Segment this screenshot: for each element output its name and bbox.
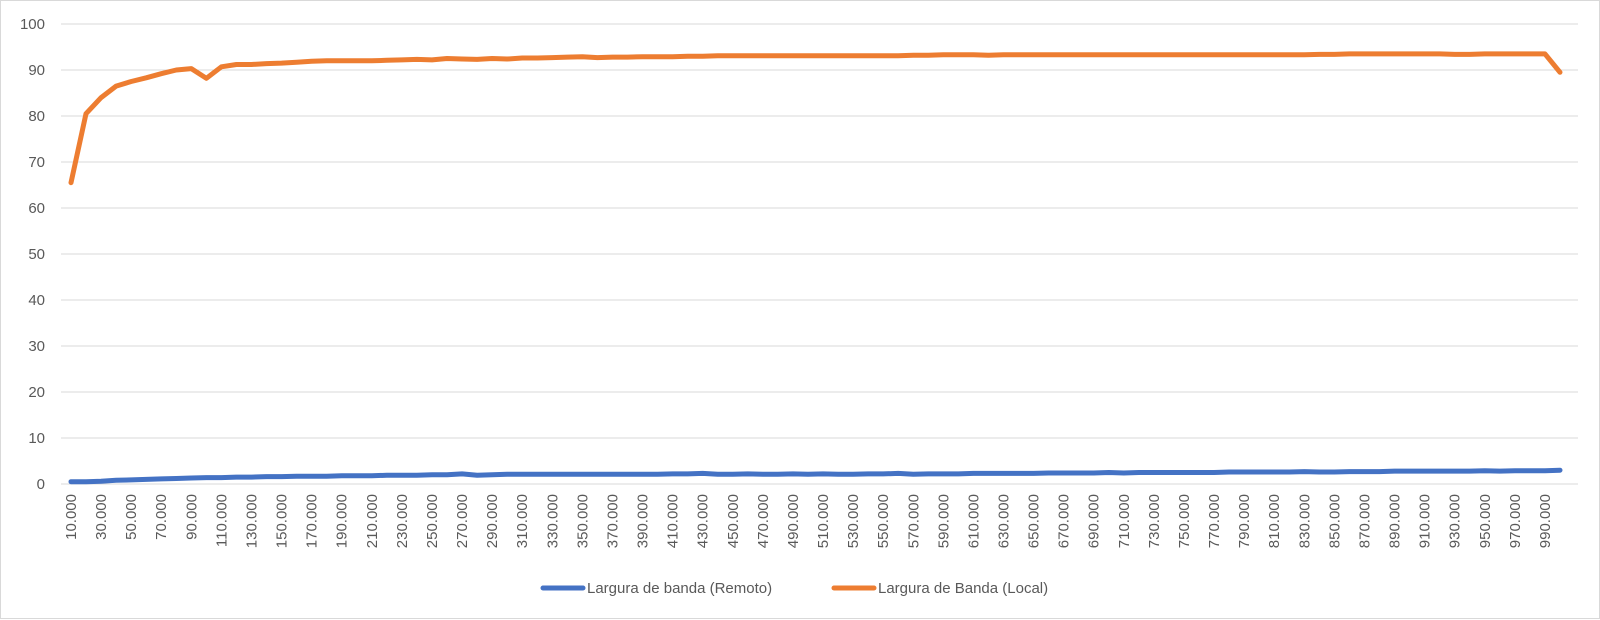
x-tick-label: 650.000 (1026, 494, 1043, 548)
x-tick-label: 690.000 (1086, 494, 1103, 548)
x-tick-label: 470.000 (755, 494, 772, 548)
x-tick-label: 70.000 (153, 494, 170, 540)
x-tick-label: 330.000 (544, 494, 561, 548)
y-tick-label: 20 (28, 384, 45, 401)
x-tick-label: 170.000 (304, 494, 321, 548)
y-tick-label: 30 (28, 338, 45, 355)
y-tick-label: 100 (20, 16, 45, 33)
series-line-remoto (68, 467, 1563, 485)
x-tick-label: 590.000 (935, 494, 952, 548)
x-tick-label: 910.000 (1417, 494, 1434, 548)
x-tick-label: 610.000 (965, 494, 982, 548)
x-tick-label: 930.000 (1447, 494, 1464, 548)
x-tick-label: 710.000 (1116, 494, 1133, 548)
x-tick-label: 770.000 (1206, 494, 1223, 548)
series-line-local (68, 51, 1563, 186)
x-tick-label: 90.000 (183, 494, 200, 540)
legend: Largura de banda (Remoto) Largura de Band… (540, 580, 1048, 597)
x-tick-label: 670.000 (1056, 494, 1073, 548)
y-tick-label: 70 (28, 154, 45, 171)
x-tick-label: 490.000 (785, 494, 802, 548)
x-tick-label: 250.000 (424, 494, 441, 548)
x-axis: 10.000 30.000 50.000 70.000 90.000 110.000 130… (63, 494, 1554, 548)
x-tick-label: 890.000 (1387, 494, 1404, 548)
x-tick-label: 950.000 (1477, 494, 1494, 548)
y-tick-label: 60 (28, 200, 45, 217)
x-tick-label: 50.000 (123, 494, 140, 540)
x-tick-label: 370.000 (604, 494, 621, 548)
x-tick-label: 850.000 (1326, 494, 1343, 548)
x-tick-label: 870.000 (1356, 494, 1373, 548)
x-tick-label: 150.000 (274, 494, 291, 548)
x-tick-label: 210.000 (364, 494, 381, 548)
y-tick-label: 10 (28, 430, 45, 447)
y-tick-label: 40 (28, 292, 45, 309)
x-tick-label: 550.000 (875, 494, 892, 548)
y-tick-label: 0 (37, 476, 45, 493)
x-tick-label: 450.000 (725, 494, 742, 548)
x-tick-label: 130.000 (243, 494, 260, 548)
x-tick-label: 270.000 (454, 494, 471, 548)
series-lines (68, 51, 1563, 485)
legend-label: Largura de banda (Remoto) (587, 580, 772, 597)
x-tick-label: 230.000 (394, 494, 411, 548)
x-tick-label: 830.000 (1296, 494, 1313, 548)
x-tick-label: 310.000 (514, 494, 531, 548)
legend-label: Largura de Banda (Local) (878, 580, 1048, 597)
x-tick-label: 790.000 (1236, 494, 1253, 548)
x-tick-label: 970.000 (1507, 494, 1524, 548)
x-tick-label: 30.000 (93, 494, 110, 540)
x-tick-label: 990.000 (1537, 494, 1554, 548)
y-axis: 0 10 20 30 40 50 60 70 80 90 100 (20, 16, 45, 493)
x-tick-label: 530.000 (845, 494, 862, 548)
x-tick-label: 730.000 (1146, 494, 1163, 548)
x-tick-label: 290.000 (484, 494, 501, 548)
x-tick-label: 350.000 (574, 494, 591, 548)
x-tick-label: 410.000 (665, 494, 682, 548)
x-tick-label: 510.000 (815, 494, 832, 548)
x-tick-label: 390.000 (635, 494, 652, 548)
x-tick-label: 110.000 (213, 494, 230, 547)
x-tick-label: 10.000 (63, 494, 80, 540)
x-tick-label: 190.000 (334, 494, 351, 548)
y-tick-label: 90 (28, 62, 45, 79)
x-tick-label: 810.000 (1266, 494, 1283, 548)
x-tick-label: 630.000 (996, 494, 1013, 548)
x-tick-label: 570.000 (905, 494, 922, 548)
y-tick-label: 50 (28, 246, 45, 263)
y-tick-label: 80 (28, 108, 45, 125)
gridlines (61, 23, 1578, 485)
x-tick-label: 430.000 (695, 494, 712, 548)
x-tick-label: 750.000 (1176, 494, 1193, 548)
